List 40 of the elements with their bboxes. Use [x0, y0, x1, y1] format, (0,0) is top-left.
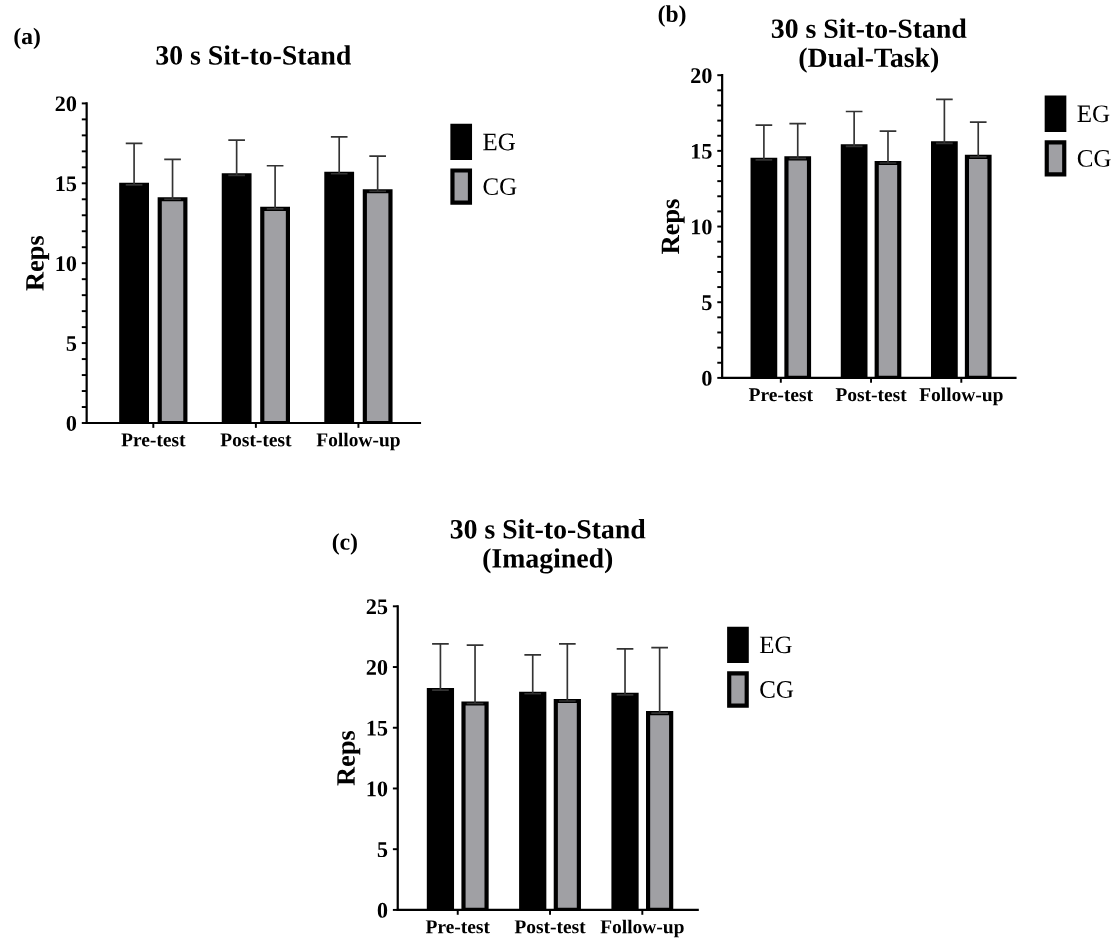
legend-label: CG: [760, 681, 794, 698]
y-axis-title: Reps: [337, 730, 361, 786]
text: (a): [14, 27, 40, 50]
y-tick-label: 5: [702, 295, 712, 311]
y-tick-label: 5: [377, 842, 388, 858]
y-tick-label: 20: [55, 96, 77, 112]
legend-label: CG: [1077, 150, 1111, 167]
x-tick-label: Pre-test: [121, 433, 186, 447]
y-tick-label: 25: [366, 599, 388, 615]
x-tick-label: Pre-test: [748, 388, 813, 402]
legend-label: EG: [759, 636, 792, 654]
text: (c): [332, 533, 357, 555]
x-tick-label: Post-test: [835, 388, 907, 402]
y-tick-label: 10: [691, 219, 712, 235]
y-tick-label: 0: [66, 415, 77, 431]
y-tick-label: 5: [66, 336, 77, 352]
x-tick-label: Follow-up: [919, 387, 1003, 406]
y-tick-label: 0: [377, 902, 388, 918]
chart-title: 30 s Sit-to-Stand: [156, 45, 352, 65]
x-tick-label: Follow-up: [600, 919, 684, 938]
y-tick-label: 10: [56, 256, 77, 272]
y-tick-label: 20: [691, 68, 712, 84]
x-tick-label: Pre-test: [425, 920, 490, 934]
legend-label: EG: [1077, 105, 1110, 123]
legend-label: CG: [483, 178, 517, 196]
y-tick-label: 15: [691, 143, 712, 159]
y-tick-label: 0: [702, 370, 712, 386]
chart-title: 30 s Sit-to-Stand (Dual-Task): [771, 18, 967, 73]
legend-label: EG: [483, 133, 515, 151]
y-tick-label: 10: [367, 781, 388, 797]
x-tick-label: Follow-up: [316, 432, 400, 451]
chart-title: 30 s Sit-to-Stand (Imagined): [450, 519, 646, 574]
x-tick-label: Post-test: [514, 920, 586, 934]
y-tick-label: 15: [56, 176, 77, 192]
y-axis-title: Reps: [26, 235, 50, 291]
y-axis-title: Reps: [661, 199, 685, 254]
y-tick-label: 15: [367, 720, 388, 736]
x-tick-label: Post-test: [220, 433, 292, 447]
y-tick-label: 20: [366, 659, 388, 675]
text: (b): [658, 5, 686, 27]
